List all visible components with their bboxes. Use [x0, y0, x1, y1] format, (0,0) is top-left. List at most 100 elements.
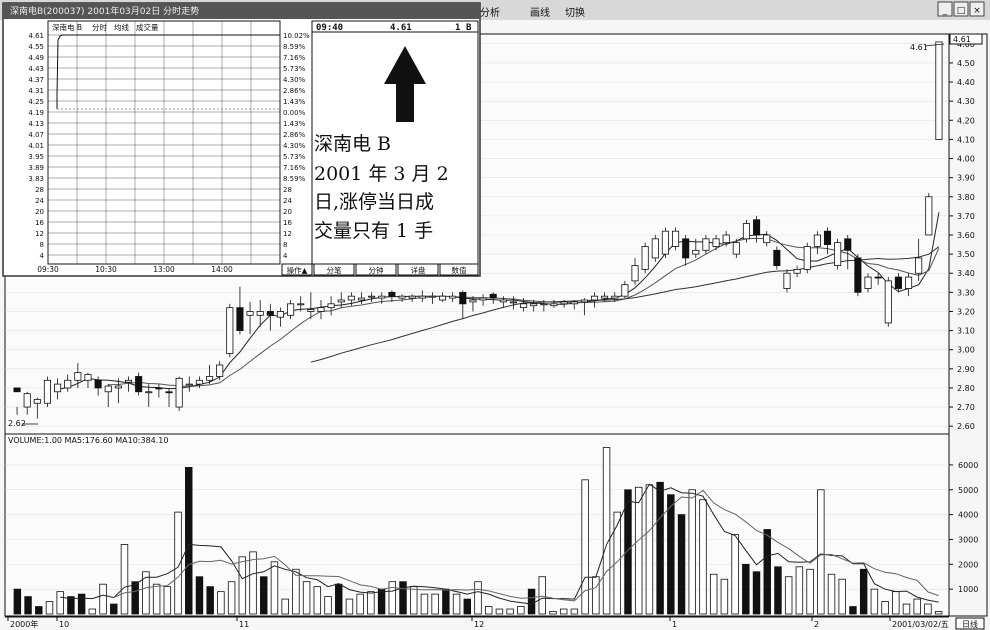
intraday-left-label: 16 [35, 219, 44, 227]
volume-bar [838, 578, 846, 615]
candle [124, 376, 133, 392]
candle [266, 303, 274, 331]
candle [692, 238, 700, 258]
candle [580, 298, 588, 316]
candle [753, 215, 761, 243]
menu-item-switch[interactable]: 切换 [565, 6, 585, 19]
candle [357, 292, 366, 304]
tab-values[interactable]: 数值 [452, 265, 467, 275]
menu-item-analysis[interactable]: 分析 [480, 6, 500, 19]
intraday-left-label: 4.19 [28, 109, 44, 117]
info-panel [311, 20, 479, 265]
candle [712, 235, 720, 251]
price-tick-label: 3.70 [957, 212, 975, 221]
volume-bar [495, 608, 504, 615]
window-controls[interactable]: _ □ × [937, 1, 985, 17]
intraday-left-label: 4.01 [28, 142, 44, 150]
tab-trades[interactable]: 分笔 [327, 265, 342, 275]
volume-bar [292, 568, 300, 615]
volume-bar [645, 484, 654, 615]
volume-bar [238, 556, 247, 615]
volume-bar [420, 593, 429, 615]
volume-bar [131, 581, 139, 615]
tab-detail[interactable]: 详盘 [411, 265, 426, 275]
volume-bar [774, 566, 782, 615]
candle [449, 292, 457, 302]
candle [428, 292, 436, 304]
tab-volume[interactable]: 成交量 [136, 22, 159, 32]
price-tick-label: 3.30 [957, 288, 975, 297]
price-tick-label: 4.10 [957, 135, 975, 144]
intraday-right-label: 5.73% [283, 153, 306, 161]
candle [54, 378, 62, 400]
candle [408, 294, 416, 302]
stock-name: 深南电 B [52, 22, 82, 32]
intraday-right-label: 1.43% [283, 98, 306, 106]
candle [560, 300, 568, 308]
candle [23, 391, 31, 415]
volume-bar [827, 573, 836, 615]
intraday-right-label: 4.30% [283, 142, 306, 150]
candle [347, 292, 355, 306]
volume-bar [602, 447, 611, 615]
candle [327, 296, 335, 316]
volume-bar [67, 596, 75, 615]
volume-header: VOLUME:1.00 MA5:176.60 MA10:384.10 [8, 436, 169, 445]
candle [813, 231, 821, 255]
tab-minutes[interactable]: 分钟 [369, 265, 384, 275]
candle [114, 378, 122, 404]
volume-bar [742, 563, 750, 615]
intraday-left-label: 4.13 [28, 120, 44, 128]
annotation-line-1: 深南电 B [314, 133, 391, 155]
candle [165, 387, 173, 408]
x-axis-label: 12 [474, 620, 484, 629]
candle [834, 238, 842, 270]
tab-minute[interactable]: 分时 [92, 22, 107, 32]
volume-bar [88, 608, 97, 615]
op-button[interactable]: 操作▲ [287, 265, 308, 275]
candle [793, 265, 801, 278]
volume-bar [763, 529, 771, 615]
candle [216, 361, 224, 381]
candle [590, 292, 599, 308]
intraday-right-label: 2.86% [283, 87, 306, 95]
intraday-popup: 深南电B(200037) 2001年03月02日 分时走势 深南电 B 分时 均… [2, 2, 481, 277]
svg-text:_: _ [942, 6, 948, 16]
period-button[interactable]: 日线 [962, 619, 978, 629]
volume-bar [934, 611, 943, 615]
menu-item-draw[interactable]: 画线 [530, 6, 550, 19]
candle [246, 301, 254, 335]
volume-bar [881, 601, 889, 615]
volume-bar [656, 481, 664, 615]
volume-bar [538, 576, 546, 615]
volume-bar [313, 586, 322, 615]
side-label: B [466, 23, 472, 33]
candle [135, 372, 143, 396]
volume-bar [185, 466, 193, 615]
price-tick-label: 4.30 [957, 97, 975, 106]
volume-bar [260, 576, 268, 615]
svg-text:□: □ [957, 6, 966, 16]
volume-bar [624, 489, 632, 615]
intraday-price-line [56, 34, 280, 96]
volume-bar [592, 576, 600, 615]
intraday-right-label: 7.16% [283, 164, 306, 172]
volume-bar [356, 593, 364, 615]
volume-bar [570, 608, 579, 615]
volume-bar [442, 588, 450, 615]
intraday-left-label: 3.89 [28, 164, 44, 172]
candle [175, 376, 183, 411]
candle [509, 296, 517, 310]
intraday-right-label: 8.59% [283, 43, 306, 51]
volume-bar [720, 578, 729, 615]
volume-bar [913, 598, 921, 615]
last-price: 4.61 [390, 23, 412, 33]
intraday-left-label: 24 [35, 197, 44, 205]
candle [226, 303, 234, 358]
candle [43, 376, 51, 408]
tab-average[interactable]: 均线 [114, 22, 129, 32]
candle [823, 227, 832, 255]
candle [661, 227, 669, 258]
intraday-right-label: 4.30% [283, 76, 306, 84]
